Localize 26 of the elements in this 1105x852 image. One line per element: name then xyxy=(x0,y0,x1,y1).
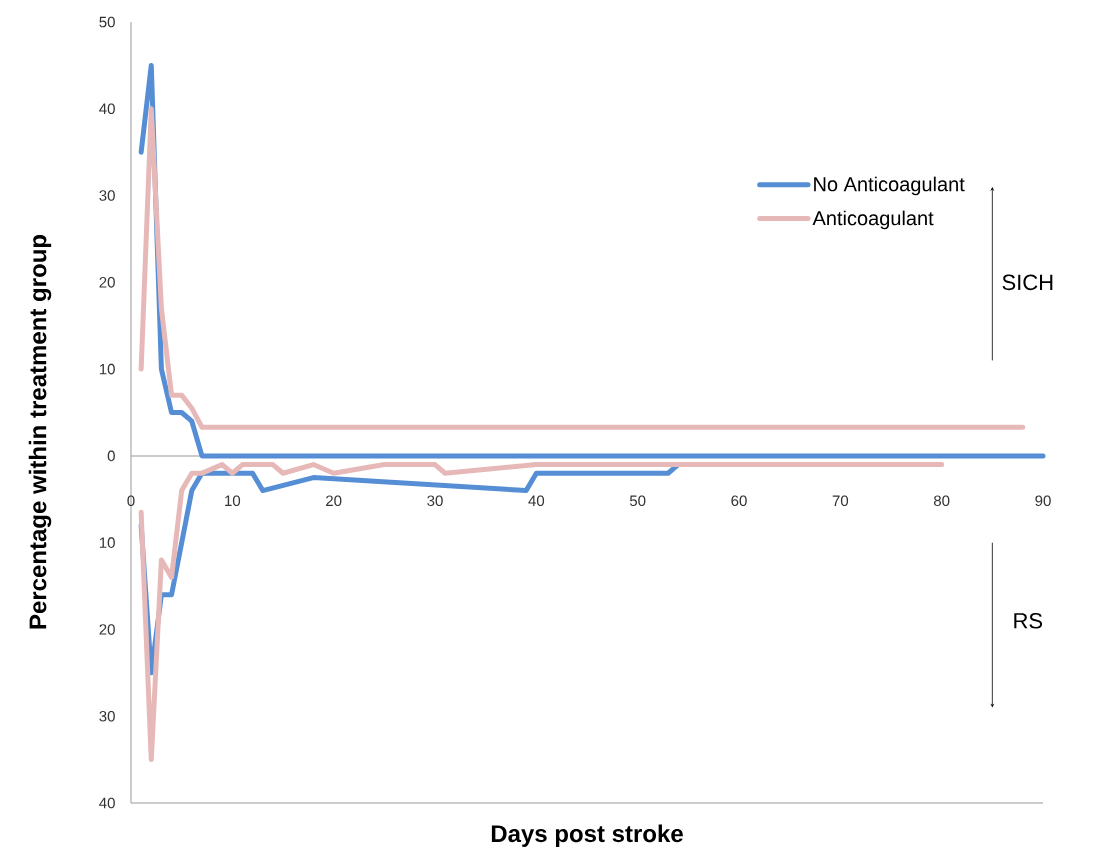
y-tick-label: 20 xyxy=(99,277,115,288)
legend-label: No Anticoagulant xyxy=(814,176,965,196)
x-tick-label: 60 xyxy=(731,495,747,507)
x-tick-label: 0 xyxy=(127,495,135,507)
y-tick-label: 10 xyxy=(99,537,115,548)
y-tick-label: 10 xyxy=(99,363,115,375)
x-tick-label: 90 xyxy=(1035,495,1051,507)
y-tick-label: 50 xyxy=(99,16,115,28)
x-tick-label: 20 xyxy=(326,495,342,507)
y-tick-label: 20 xyxy=(99,624,115,635)
annotation: SICH xyxy=(1002,274,1053,291)
legend-label: Anticoagulant xyxy=(812,210,934,230)
x-tick-label: 10 xyxy=(225,495,241,507)
y-tick-label: 30 xyxy=(99,190,115,201)
annotation: RS xyxy=(1014,612,1043,629)
x-axis-title: Days post stroke xyxy=(491,824,683,847)
x-tick-label: 40 xyxy=(528,495,545,507)
y-axis-title: Percentage within treatment group xyxy=(28,234,52,629)
x-tick-label: 80 xyxy=(933,495,950,507)
x-tick-label: 30 xyxy=(427,495,443,507)
y-tick-label: 0 xyxy=(107,450,115,462)
y-tick-label: 40 xyxy=(99,103,115,115)
y-tick-label: 40 xyxy=(99,797,115,809)
y-tick-label: 30 xyxy=(99,710,115,722)
x-tick-label: 70 xyxy=(832,495,849,507)
x-tick-label: 50 xyxy=(629,495,646,507)
